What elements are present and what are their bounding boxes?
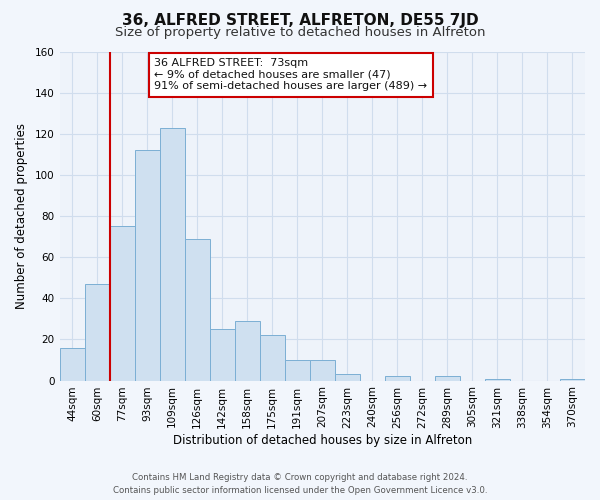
Text: Size of property relative to detached houses in Alfreton: Size of property relative to detached ho…: [115, 26, 485, 39]
Bar: [385, 376, 410, 380]
Text: 36, ALFRED STREET, ALFRETON, DE55 7JD: 36, ALFRED STREET, ALFRETON, DE55 7JD: [122, 12, 478, 28]
Text: 36 ALFRED STREET:  73sqm
← 9% of detached houses are smaller (47)
91% of semi-de: 36 ALFRED STREET: 73sqm ← 9% of detached…: [154, 58, 427, 92]
X-axis label: Distribution of detached houses by size in Alfreton: Distribution of detached houses by size …: [173, 434, 472, 448]
Bar: [185, 238, 209, 380]
Bar: [335, 374, 360, 380]
Bar: [134, 150, 160, 380]
Bar: [59, 348, 85, 380]
Bar: [110, 226, 134, 380]
Y-axis label: Number of detached properties: Number of detached properties: [15, 123, 28, 309]
Bar: [435, 376, 460, 380]
Bar: [235, 321, 260, 380]
Bar: [485, 378, 510, 380]
Bar: [285, 360, 310, 380]
Bar: [310, 360, 335, 380]
Bar: [85, 284, 110, 380]
Bar: [209, 329, 235, 380]
Text: Contains HM Land Registry data © Crown copyright and database right 2024.
Contai: Contains HM Land Registry data © Crown c…: [113, 473, 487, 495]
Bar: [560, 378, 585, 380]
Bar: [260, 336, 285, 380]
Bar: [160, 128, 185, 380]
